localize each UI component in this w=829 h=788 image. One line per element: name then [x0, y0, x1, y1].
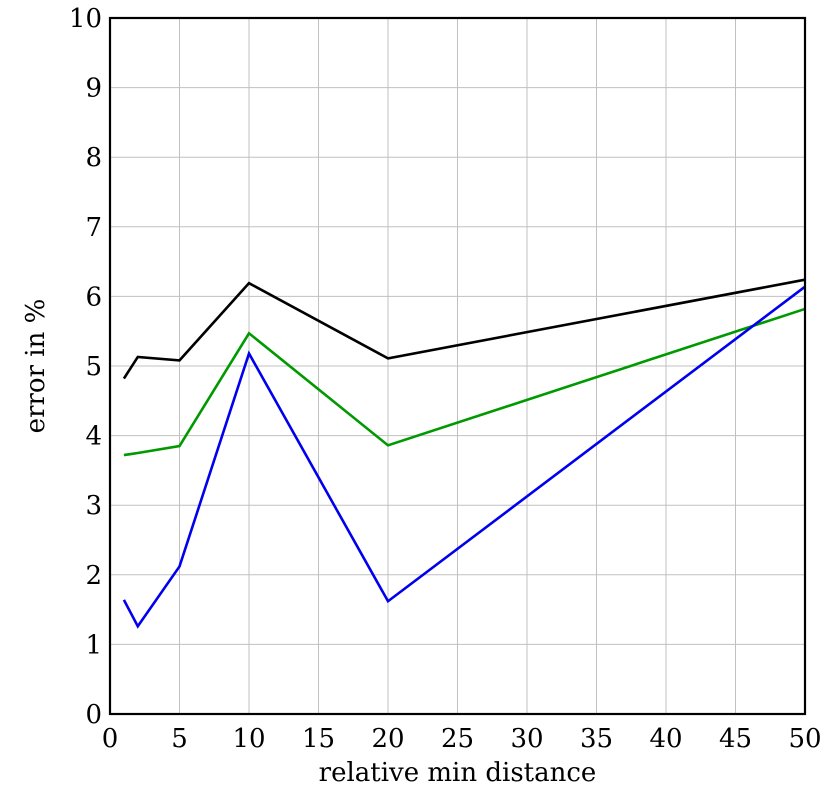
x-tick-label-8: 40: [649, 724, 682, 754]
y-tick-label-10: 10: [69, 4, 102, 34]
x-tick-label-0: 0: [102, 724, 119, 754]
x-tick-label-1: 5: [171, 724, 188, 754]
series-lines: [122, 278, 806, 629]
x-tick-label-6: 30: [510, 724, 543, 754]
plot-frame: [108, 16, 807, 716]
y-tick-label-7: 7: [85, 213, 102, 243]
y-tick-label-8: 8: [85, 143, 102, 173]
x-axis-label: relative min distance: [319, 758, 597, 788]
series-line-0: [122, 278, 806, 380]
y-tick-label-2: 2: [85, 561, 102, 591]
y-axis-label: error in %: [21, 299, 51, 434]
y-tick-label-6: 6: [85, 282, 102, 312]
x-tick-label-9: 45: [719, 724, 752, 754]
x-tick-labels: 0 5 10 15 20 25 30 35 40 45 50: [102, 724, 822, 754]
y-tick-label-0: 0: [85, 700, 102, 730]
y-tick-label-4: 4: [85, 422, 102, 452]
y-tick-label-3: 3: [85, 491, 102, 521]
series-line-1: [123, 307, 806, 457]
y-tick-label-5: 5: [85, 352, 102, 382]
series-line-2: [122, 285, 806, 629]
x-tick-label-7: 35: [580, 724, 613, 754]
x-tick-label-4: 20: [371, 724, 404, 754]
y-tick-labels: 0 1 2 3 4 5 6 7 8 9 10: [69, 4, 102, 730]
x-tick-label-10: 50: [788, 724, 821, 754]
x-tick-label-3: 15: [302, 724, 335, 754]
x-tick-label-5: 25: [441, 724, 474, 754]
y-tick-label-9: 9: [85, 74, 102, 104]
y-tick-label-1: 1: [85, 630, 102, 660]
x-tick-label-2: 10: [232, 724, 265, 754]
